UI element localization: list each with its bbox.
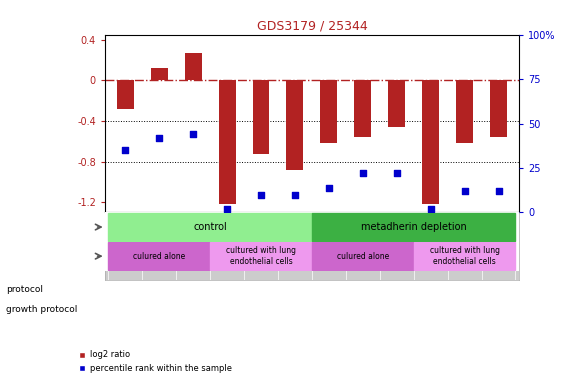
Bar: [185, 53, 202, 80]
Text: metadherin depletion: metadherin depletion: [361, 222, 466, 232]
Bar: [354, 80, 371, 137]
Bar: [286, 80, 303, 170]
Point: [188, 131, 198, 137]
Point: [257, 192, 266, 198]
Title: GDS3179 / 25344: GDS3179 / 25344: [257, 19, 367, 32]
Point: [290, 192, 300, 198]
Point: [223, 206, 232, 212]
Bar: [456, 80, 473, 143]
Text: growth protocol: growth protocol: [6, 305, 77, 314]
Text: cultured with lung
endothelial cells: cultured with lung endothelial cells: [430, 247, 500, 266]
Bar: [151, 68, 168, 80]
Point: [392, 170, 401, 176]
Bar: [108, 213, 312, 241]
Point: [494, 188, 503, 194]
Bar: [414, 242, 515, 270]
Bar: [210, 242, 312, 270]
Point: [426, 206, 436, 212]
Text: culured alone: culured alone: [133, 252, 185, 261]
Bar: [219, 80, 236, 204]
Text: protocol: protocol: [6, 285, 43, 295]
Point: [154, 135, 164, 141]
Bar: [422, 80, 439, 204]
Point: [460, 188, 469, 194]
Bar: [321, 80, 338, 143]
Bar: [490, 80, 507, 137]
Point: [358, 170, 367, 176]
Point: [324, 184, 333, 190]
Legend: log2 ratio, percentile rank within the sample: log2 ratio, percentile rank within the s…: [74, 347, 236, 376]
Bar: [312, 242, 414, 270]
Bar: [108, 242, 210, 270]
Text: culured alone: culured alone: [336, 252, 389, 261]
Point: [121, 147, 130, 153]
Bar: [312, 213, 515, 241]
Text: cultured with lung
endothelial cells: cultured with lung endothelial cells: [226, 247, 296, 266]
Bar: [117, 80, 134, 109]
Bar: [252, 80, 269, 154]
Bar: [388, 80, 405, 127]
Text: control: control: [193, 222, 227, 232]
